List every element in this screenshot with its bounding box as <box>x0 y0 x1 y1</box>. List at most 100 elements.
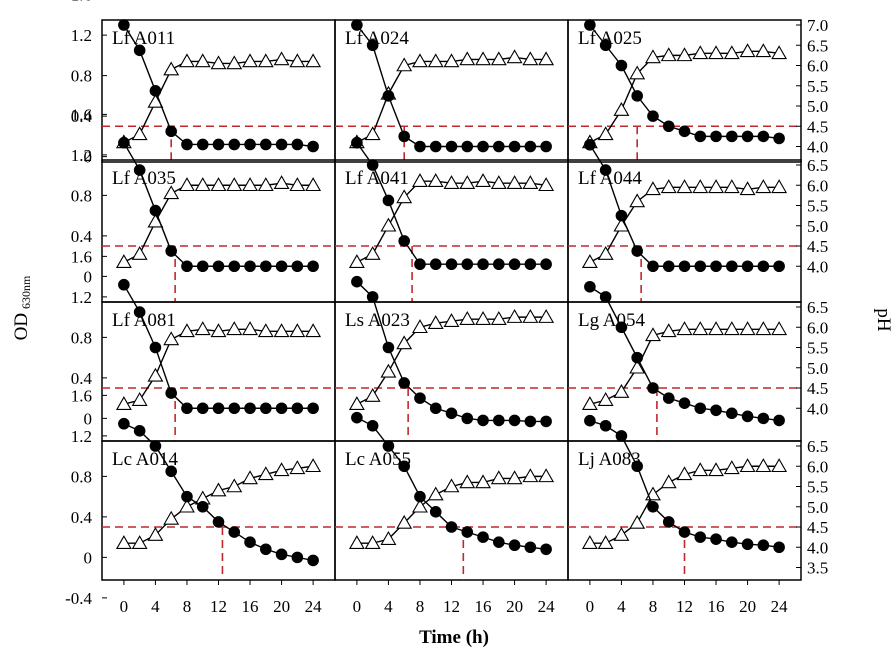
od-point <box>429 258 442 271</box>
y-tick-label: 1.6 <box>71 0 92 5</box>
panel: Lf A081 <box>101 278 336 442</box>
ph-point <box>755 179 772 194</box>
x-tick-label: 4 <box>151 597 160 616</box>
od-point <box>540 543 552 556</box>
od-point <box>351 19 363 31</box>
od-point <box>461 526 474 538</box>
ph-point <box>613 383 630 398</box>
od-point <box>366 39 379 52</box>
ph-point <box>289 323 306 338</box>
y2-tick-label: 4.0 <box>807 138 828 157</box>
od-point <box>351 136 363 149</box>
x-tick-label: 16 <box>242 597 259 616</box>
y-tick-label: 0.8 <box>71 67 92 86</box>
y2-tick-label: 6.5 <box>807 156 828 175</box>
y2-tick-label: 4.0 <box>807 399 828 418</box>
od-point <box>493 258 505 271</box>
od-point <box>726 407 738 420</box>
ph-point <box>597 126 614 141</box>
od-point <box>647 382 659 394</box>
ph-point <box>273 175 290 190</box>
od-point <box>631 90 643 102</box>
ph-point <box>538 177 555 192</box>
od-point <box>631 245 643 257</box>
od-point <box>461 140 474 153</box>
panel-label: Lf A044 <box>578 168 642 189</box>
panel: Lf A011 <box>101 19 336 163</box>
ph-point <box>459 311 476 325</box>
ph-point <box>629 65 646 80</box>
ph-point <box>427 486 444 501</box>
ph-point <box>538 309 555 323</box>
od-point <box>773 541 785 554</box>
ph-point <box>115 535 132 550</box>
ph-point <box>692 179 709 194</box>
od-point <box>477 140 489 153</box>
ph-point <box>273 323 290 338</box>
y2-tick-label: 5.0 <box>807 217 828 236</box>
od-point <box>291 138 304 151</box>
x-tick-label: 20 <box>273 597 290 616</box>
od-point <box>196 500 209 513</box>
ph-point <box>179 323 195 338</box>
panel-label: Lj A083 <box>578 449 641 470</box>
y-tick-label: 0.4 <box>71 508 93 527</box>
od-point <box>307 140 319 153</box>
ph-point <box>522 175 539 190</box>
od-point <box>118 417 130 430</box>
od-point <box>678 260 691 273</box>
panel: Ls A023 <box>334 275 569 442</box>
od-point <box>366 159 379 171</box>
panel: Lf A041 <box>334 136 569 303</box>
x-tick-label: 0 <box>120 597 129 616</box>
ph-point <box>147 93 164 108</box>
panel: Lf A024 <box>334 19 569 163</box>
od-point <box>694 260 707 273</box>
od-point <box>584 414 596 427</box>
panel: Lc A055 <box>334 411 569 581</box>
ph-line <box>123 465 314 544</box>
ph-point <box>739 43 756 58</box>
ph-point <box>771 321 788 336</box>
od-point <box>493 414 505 427</box>
od-point <box>382 341 395 354</box>
od-point <box>275 260 288 273</box>
ph-point <box>645 327 661 342</box>
od-point <box>414 490 426 503</box>
od-point <box>398 460 410 473</box>
ph-point <box>380 217 397 232</box>
od-point <box>461 412 474 425</box>
ph-point <box>459 175 476 190</box>
ph-point <box>226 478 243 493</box>
ph-point <box>364 387 381 402</box>
ph-point <box>755 458 772 473</box>
ph-point <box>581 535 598 550</box>
ph-point <box>459 474 476 489</box>
panel: Lc A014 <box>101 417 336 581</box>
ph-point <box>475 51 491 66</box>
od-point <box>584 280 596 293</box>
y-tick-label: 0 <box>84 548 93 567</box>
od-point <box>678 397 691 409</box>
ph-point <box>522 309 539 323</box>
od-point <box>228 260 241 273</box>
ph-point <box>490 51 507 66</box>
x-tick-label: 24 <box>538 597 556 616</box>
od-point <box>599 419 612 432</box>
od-point <box>118 136 130 149</box>
x-axis-label: Time (h) <box>419 627 489 648</box>
od-point <box>260 543 272 556</box>
y-axis-label: OD 630nm <box>11 275 33 340</box>
ph-point <box>305 177 322 192</box>
ph-point <box>348 396 365 411</box>
od-point <box>726 130 738 143</box>
y-tick-label: 0.8 <box>71 186 92 205</box>
ph-point <box>708 179 724 194</box>
od-point <box>647 110 659 122</box>
od-point <box>351 411 363 424</box>
y2-tick-label: 5.0 <box>807 359 828 378</box>
od-point <box>757 539 770 552</box>
od-point <box>662 516 675 528</box>
y2-tick-label: 6.0 <box>807 318 828 337</box>
od-point <box>631 351 643 364</box>
